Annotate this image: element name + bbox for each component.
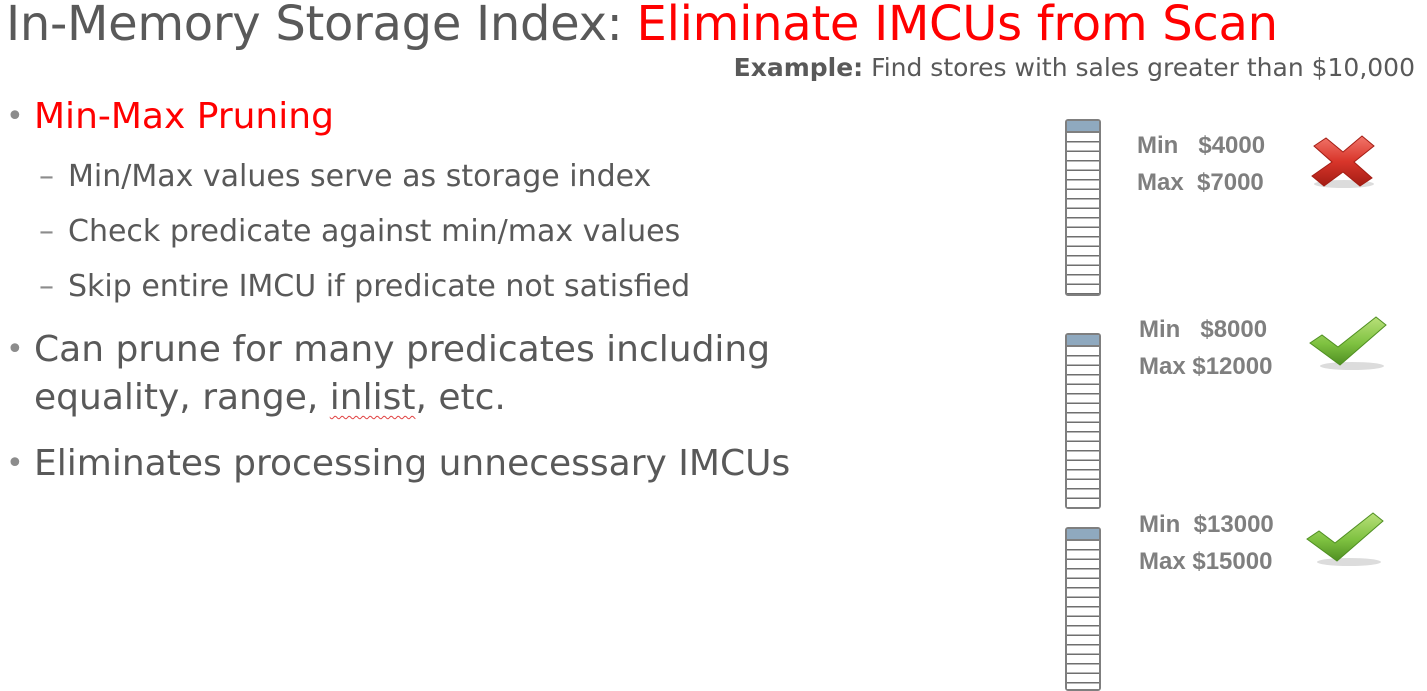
imcu-header — [1067, 121, 1099, 133]
min-label: Min — [1139, 316, 1181, 343]
imcu-1-minmax: Min $4000 Max $7000 — [1137, 127, 1265, 201]
spellcheck-flagged-word: inlist — [329, 377, 416, 418]
max-label: Max — [1139, 353, 1186, 380]
slide-title: In-Memory Storage Index: Eliminate IMCUs … — [6, 0, 1278, 54]
bullet-dot: • — [6, 332, 24, 367]
sub-bullet-text: Skip entire IMCU if predicate not satisf… — [68, 269, 691, 304]
sub-bullet-storage-index: – Min/Max values serve as storage index — [4, 149, 904, 204]
example-caption: Example: Find stores with sales greater … — [734, 51, 1415, 85]
imcu-3-minmax: Min $13000 Max $15000 — [1139, 506, 1274, 580]
min-label: Min — [1139, 511, 1181, 538]
sub-bullet-skip-imcu: – Skip entire IMCU if predicate not sati… — [4, 259, 904, 314]
imcu-rows — [1067, 133, 1099, 294]
red-x-icon — [1311, 135, 1375, 188]
min-value: $4000 — [1198, 132, 1266, 159]
title-highlight: Eliminate IMCUs from Scan — [636, 0, 1278, 52]
bullet-min-max-pruning: • Min-Max Pruning — [4, 93, 904, 141]
imcu-header — [1067, 529, 1099, 541]
bullet-prune-predicates: • Can prune for many predicates includin… — [4, 326, 904, 422]
bullet-text: Min-Max Pruning — [34, 96, 334, 137]
example-label: Example: — [733, 53, 864, 82]
min-value: $13000 — [1193, 511, 1274, 538]
sub-bullet-dash: – — [39, 159, 54, 194]
bullet-eliminates-processing: • Eliminates processing unnecessary IMCU… — [4, 440, 904, 488]
green-check-icon — [1306, 512, 1384, 566]
green-check-icon — [1309, 316, 1387, 370]
sub-bullet-text: Check predicate against min/max values — [68, 214, 681, 249]
max-value: $15000 — [1192, 548, 1273, 575]
bullet-dot: • — [6, 446, 24, 481]
imcu-2-minmax: Min $8000 Max $12000 — [1139, 311, 1272, 385]
min-label: Min — [1137, 132, 1179, 159]
imcu-block-1 — [1065, 119, 1101, 296]
bullet-text-line2-before: equality, range, — [34, 377, 330, 418]
bullet-text-line2-after: , etc. — [415, 377, 506, 418]
imcu-block-3 — [1065, 527, 1101, 691]
sub-bullet-dash: – — [39, 214, 54, 249]
imcu-header — [1067, 335, 1099, 347]
title-prefix: In-Memory Storage Index: — [6, 0, 623, 52]
sub-bullet-check-predicate: – Check predicate against min/max values — [4, 204, 904, 259]
max-label: Max — [1139, 548, 1186, 575]
imcu-block-2 — [1065, 333, 1101, 509]
imcu-rows — [1067, 541, 1099, 689]
bullet-list: • Min-Max Pruning – Min/Max values serve… — [4, 93, 904, 488]
max-label: Max — [1137, 169, 1184, 196]
sub-bullet-text: Min/Max values serve as storage index — [68, 159, 652, 194]
example-text: Find stores with sales greater than $10,… — [871, 53, 1415, 82]
min-value: $8000 — [1200, 316, 1268, 343]
sub-bullet-dash: – — [39, 269, 54, 304]
max-value: $7000 — [1197, 169, 1264, 196]
imcu-rows — [1067, 347, 1099, 507]
max-value: $12000 — [1192, 353, 1273, 380]
bullet-text-line1: Can prune for many predicates including — [34, 329, 771, 370]
bullet-text: Eliminates processing unnecessary IMCUs — [34, 443, 791, 484]
bullet-dot: • — [6, 99, 24, 134]
